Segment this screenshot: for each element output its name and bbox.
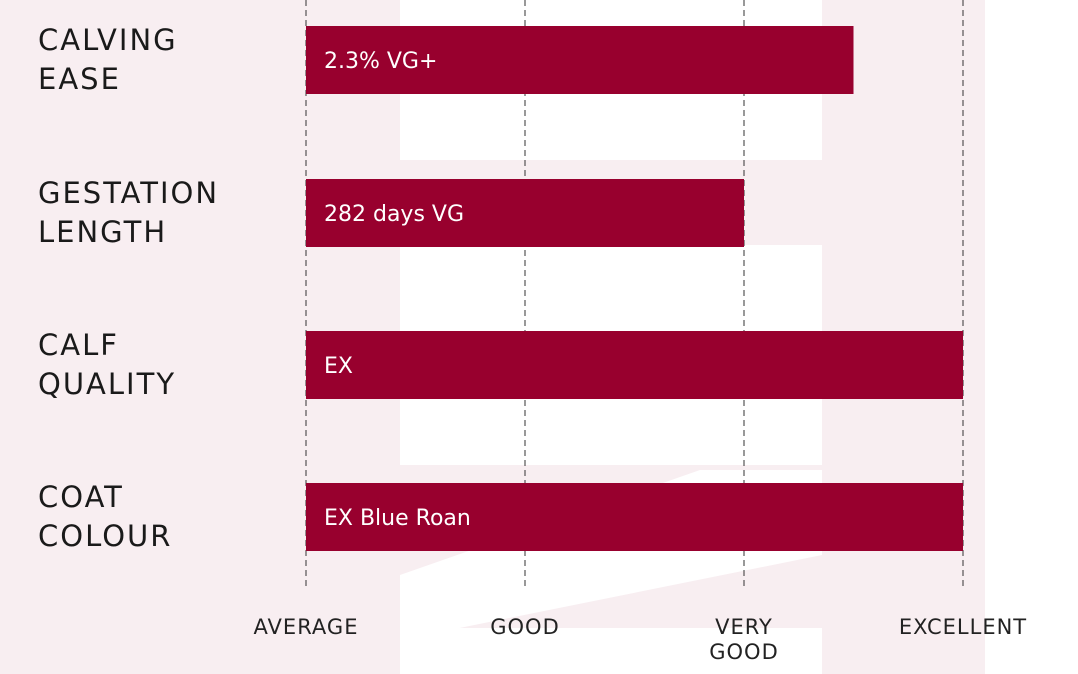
category-label-line: COAT xyxy=(38,480,124,514)
tick-label: GOOD xyxy=(490,615,560,639)
tick-label-line: AVERAGE xyxy=(254,615,359,639)
tick-label-line: GOOD xyxy=(709,640,779,664)
tick-label-line: GOOD xyxy=(490,615,560,639)
category-label: COAT COLOUR xyxy=(38,480,172,553)
bar xyxy=(306,26,854,94)
category-label-line: CALF xyxy=(38,328,119,362)
category-label-line: GESTATION xyxy=(38,176,219,210)
bar-label: 282 days VG xyxy=(324,202,464,227)
bar xyxy=(306,331,963,399)
category-label-line: QUALITY xyxy=(38,367,176,401)
bar-label: EX Blue Roan xyxy=(324,506,471,531)
category-label-line: LENGTH xyxy=(38,215,167,249)
bar-label: EX xyxy=(324,354,353,379)
tick-label: EXCELLENT xyxy=(899,615,1027,639)
tick-label: AVERAGE xyxy=(254,615,359,639)
watermark-glyph xyxy=(400,628,822,674)
category-label-line: COLOUR xyxy=(38,519,172,553)
bars: 2.3% VG+ 282 days VG EX EX Blue Roan xyxy=(306,26,963,551)
category-label: GESTATION LENGTH xyxy=(38,176,219,249)
bar-label: 2.3% VG+ xyxy=(324,49,437,74)
category-label-line: CALVING xyxy=(38,23,178,57)
category-label-line: EASE xyxy=(38,62,121,96)
category-label: CALF QUALITY xyxy=(38,328,176,401)
watermark-edge xyxy=(985,0,1078,674)
tick-label-line: VERY xyxy=(715,615,773,639)
category-label: CALVING EASE xyxy=(38,23,178,96)
category-labels: CALVING EASE GESTATION LENGTH CALF QUALITY COA… xyxy=(38,23,219,553)
bar xyxy=(306,483,963,551)
tick-label-line: EXCELLENT xyxy=(899,615,1027,639)
tick-label: VERY GOOD xyxy=(709,615,779,664)
bar xyxy=(306,179,744,247)
